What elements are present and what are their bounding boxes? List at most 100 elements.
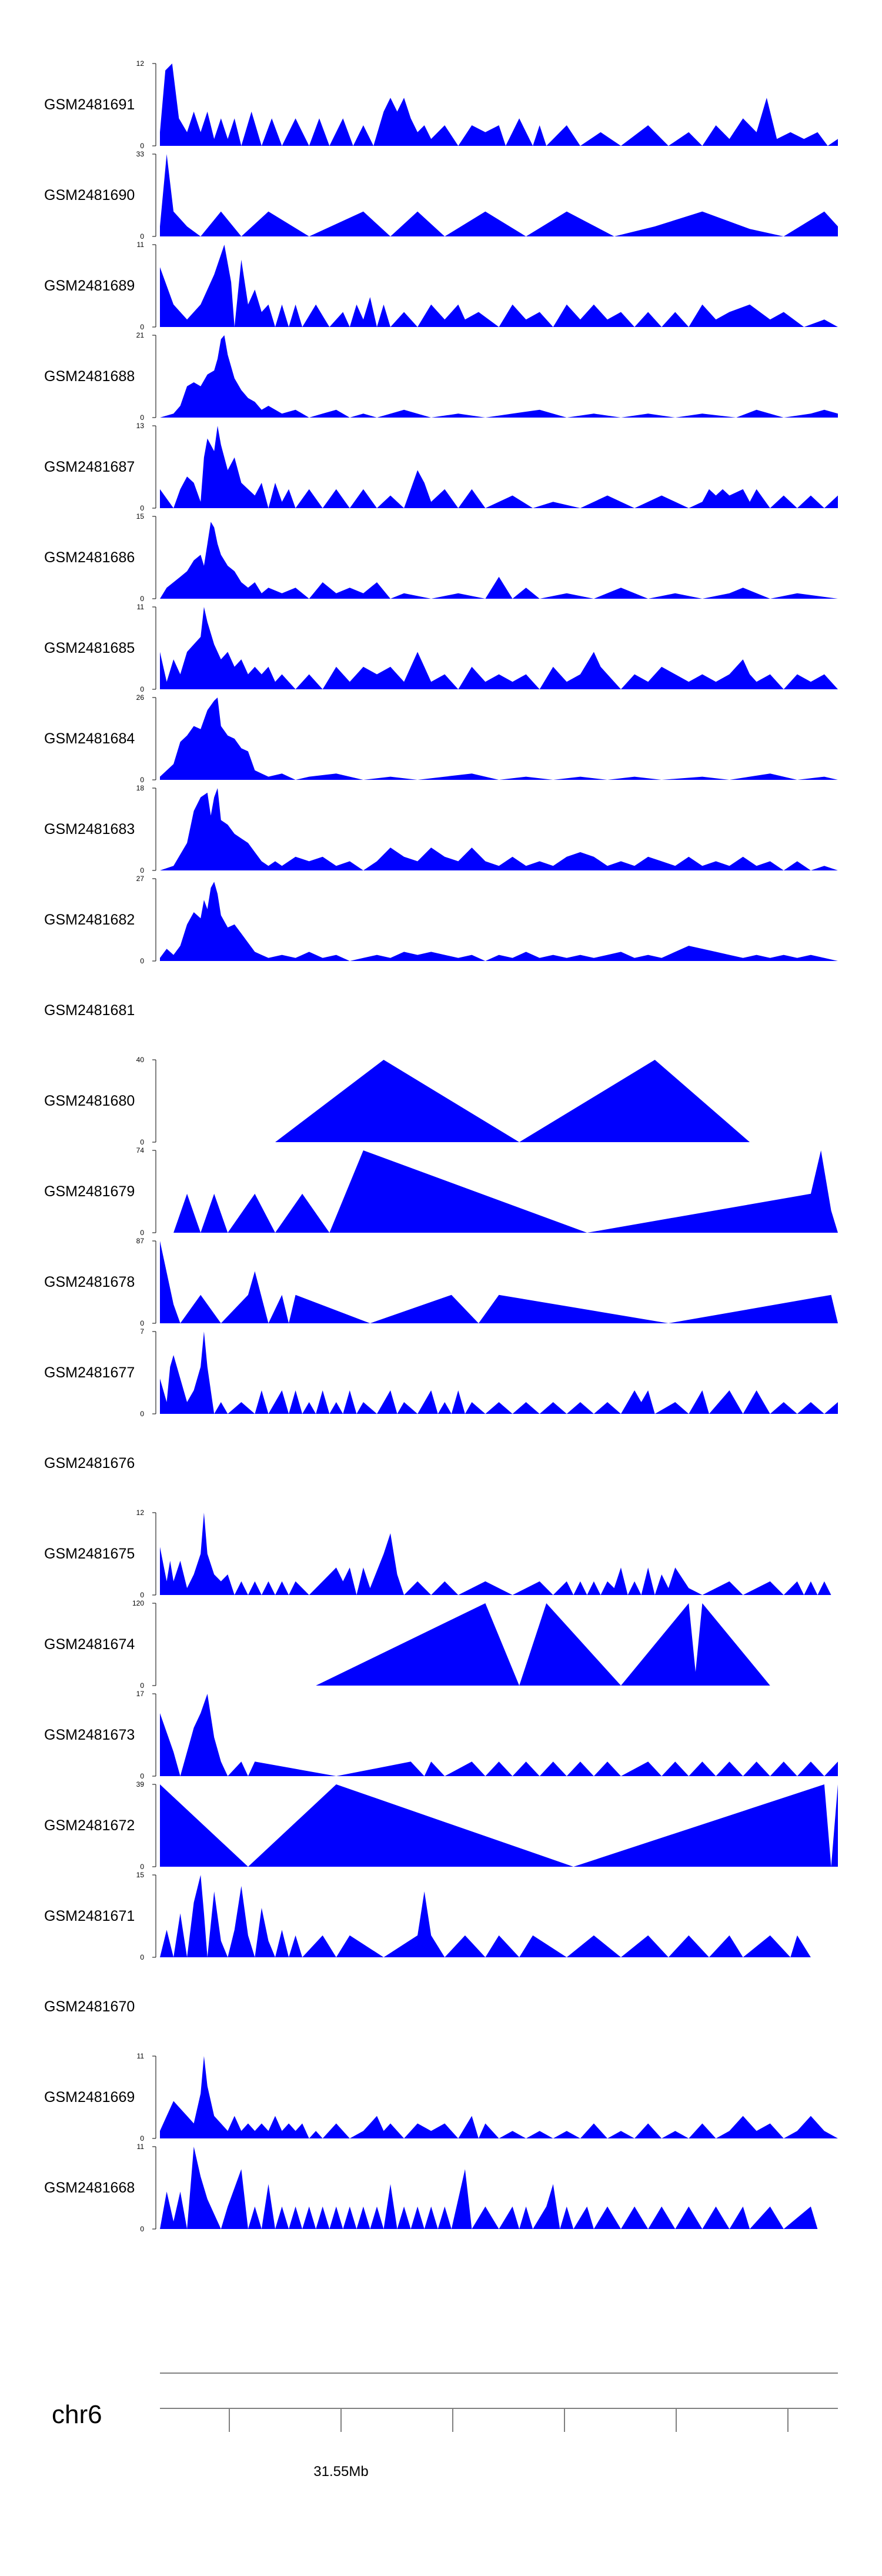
track-GSM2481689: GSM2481689 11 0 (44, 241, 838, 331)
y-axis-max-label: 120 (132, 1599, 144, 1607)
track-label: GSM2481684 (44, 730, 135, 747)
track-GSM2481681: GSM2481681 (44, 1002, 135, 1019)
y-axis-max-label: 33 (136, 150, 145, 158)
track-label: GSM2481682 (44, 912, 135, 928)
y-axis-max-label: 11 (137, 2143, 145, 2151)
track-GSM2481682: GSM2481682 27 0 (44, 875, 838, 965)
y-axis-max-label: 7 (140, 1327, 144, 1336)
track-GSM2481672: GSM2481672 39 0 (44, 1780, 838, 1871)
y-axis-zero-label: 0 (140, 1953, 144, 1961)
coverage-area (173, 1150, 838, 1233)
coverage-area (160, 698, 838, 780)
y-axis-max-label: 21 (136, 331, 145, 339)
coverage-area (160, 64, 838, 146)
coverage-area (160, 1784, 838, 1867)
coverage-area (275, 1060, 750, 1142)
track-label: GSM2481675 (44, 1546, 135, 1562)
y-axis-max-label: 11 (137, 603, 145, 611)
track-label: GSM2481691 (44, 96, 135, 113)
y-axis-zero-label: 0 (140, 1591, 144, 1599)
coverage-area (160, 882, 838, 961)
track-label: GSM2481668 (44, 2180, 135, 2196)
track-label: GSM2481672 (44, 1817, 135, 1834)
coverage-area (160, 522, 838, 599)
y-axis-max-label: 12 (136, 1509, 145, 1517)
coverage-area (160, 788, 838, 870)
y-axis-zero-label: 0 (140, 232, 144, 241)
y-axis-zero-label: 0 (140, 1772, 144, 1780)
y-axis-max-label: 26 (136, 693, 145, 702)
track-GSM2481671: GSM2481671 15 0 (44, 1871, 811, 1961)
track-label: GSM2481676 (44, 1455, 135, 1471)
coverage-area (160, 245, 838, 327)
track-GSM2481691: GSM2481691 12 0 (44, 59, 838, 150)
track-label: GSM2481677 (44, 1364, 135, 1381)
y-axis-max-label: 15 (136, 512, 145, 520)
coverage-area (160, 1694, 838, 1776)
coverage-area (160, 426, 838, 508)
track-label: GSM2481685 (44, 640, 135, 656)
track-GSM2481676: GSM2481676 (44, 1455, 135, 1471)
y-axis-zero-label: 0 (140, 595, 144, 603)
track-label: GSM2481689 (44, 278, 135, 294)
coverage-area (160, 1513, 831, 1595)
y-axis-zero-label: 0 (140, 866, 144, 875)
y-axis-zero-label: 0 (140, 142, 144, 150)
coverage-area (160, 1241, 838, 1323)
track-label: GSM2481681 (44, 1002, 135, 1019)
y-axis-zero-label: 0 (140, 1229, 144, 1237)
coverage-area (160, 607, 838, 689)
y-axis-zero-label: 0 (140, 776, 144, 784)
genome-axis: chr6 31.55Mb (52, 2373, 838, 2480)
track-GSM2481669: GSM2481669 11 0 (44, 2052, 838, 2143)
y-axis-max-label: 74 (136, 1146, 145, 1154)
y-axis-max-label: 39 (136, 1780, 145, 1788)
track-GSM2481668: GSM2481668 11 0 (44, 2143, 818, 2233)
tracks-group: GSM2481691120GSM2481690330GSM2481689110G… (44, 59, 838, 2233)
track-GSM2481679: GSM2481679 74 0 (44, 1146, 838, 1237)
track-GSM2481683: GSM2481683 18 0 (44, 784, 838, 875)
track-label: GSM2481690 (44, 187, 135, 203)
y-axis-max-label: 87 (136, 1237, 145, 1245)
y-axis-max-label: 40 (136, 1056, 145, 1064)
track-label: GSM2481688 (44, 368, 135, 385)
track-GSM2481688: GSM2481688 21 0 (44, 331, 838, 422)
coverage-area (316, 1603, 770, 1686)
y-axis-zero-label: 0 (140, 413, 144, 422)
y-axis-zero-label: 0 (140, 1138, 144, 1146)
track-GSM2481670: GSM2481670 (44, 1998, 135, 2015)
y-axis-zero-label: 0 (140, 957, 144, 965)
track-label: GSM2481669 (44, 2089, 135, 2105)
y-axis-zero-label: 0 (140, 1681, 144, 1690)
position-label: 31.55Mb (313, 2464, 368, 2480)
track-GSM2481675: GSM2481675 12 0 (44, 1509, 831, 1599)
y-axis-max-label: 17 (136, 1690, 145, 1698)
track-GSM2481678: GSM2481678 87 0 (44, 1237, 838, 1327)
y-axis-zero-label: 0 (140, 2134, 144, 2143)
y-axis-zero-label: 0 (140, 1410, 144, 1418)
y-axis-max-label: 15 (136, 1871, 145, 1879)
track-GSM2481690: GSM2481690 33 0 (44, 150, 838, 241)
y-axis-max-label: 18 (136, 784, 145, 792)
y-axis-max-label: 27 (136, 875, 145, 883)
y-axis-max-label: 11 (137, 241, 145, 249)
track-GSM2481684: GSM2481684 26 0 (44, 693, 838, 784)
track-GSM2481687: GSM2481687 13 0 (44, 422, 838, 512)
coverage-area (160, 154, 838, 236)
coverage-area (160, 2147, 818, 2229)
track-GSM2481677: GSM2481677 7 0 (44, 1327, 838, 1418)
y-axis-zero-label: 0 (140, 1319, 144, 1327)
y-axis-max-label: 11 (137, 2052, 145, 2060)
coverage-area (160, 335, 838, 418)
track-GSM2481680: GSM2481680 40 0 (44, 1056, 750, 1146)
track-label: GSM2481674 (44, 1636, 135, 1653)
y-axis-zero-label: 0 (140, 323, 144, 331)
track-GSM2481673: GSM2481673 17 0 (44, 1690, 838, 1780)
y-axis-zero-label: 0 (140, 685, 144, 693)
coverage-area (160, 1332, 838, 1414)
track-label: GSM2481673 (44, 1727, 135, 1743)
coverage-area (160, 1875, 811, 1957)
track-label: GSM2481670 (44, 1998, 135, 2015)
track-GSM2481674: GSM2481674 120 0 (44, 1599, 770, 1690)
